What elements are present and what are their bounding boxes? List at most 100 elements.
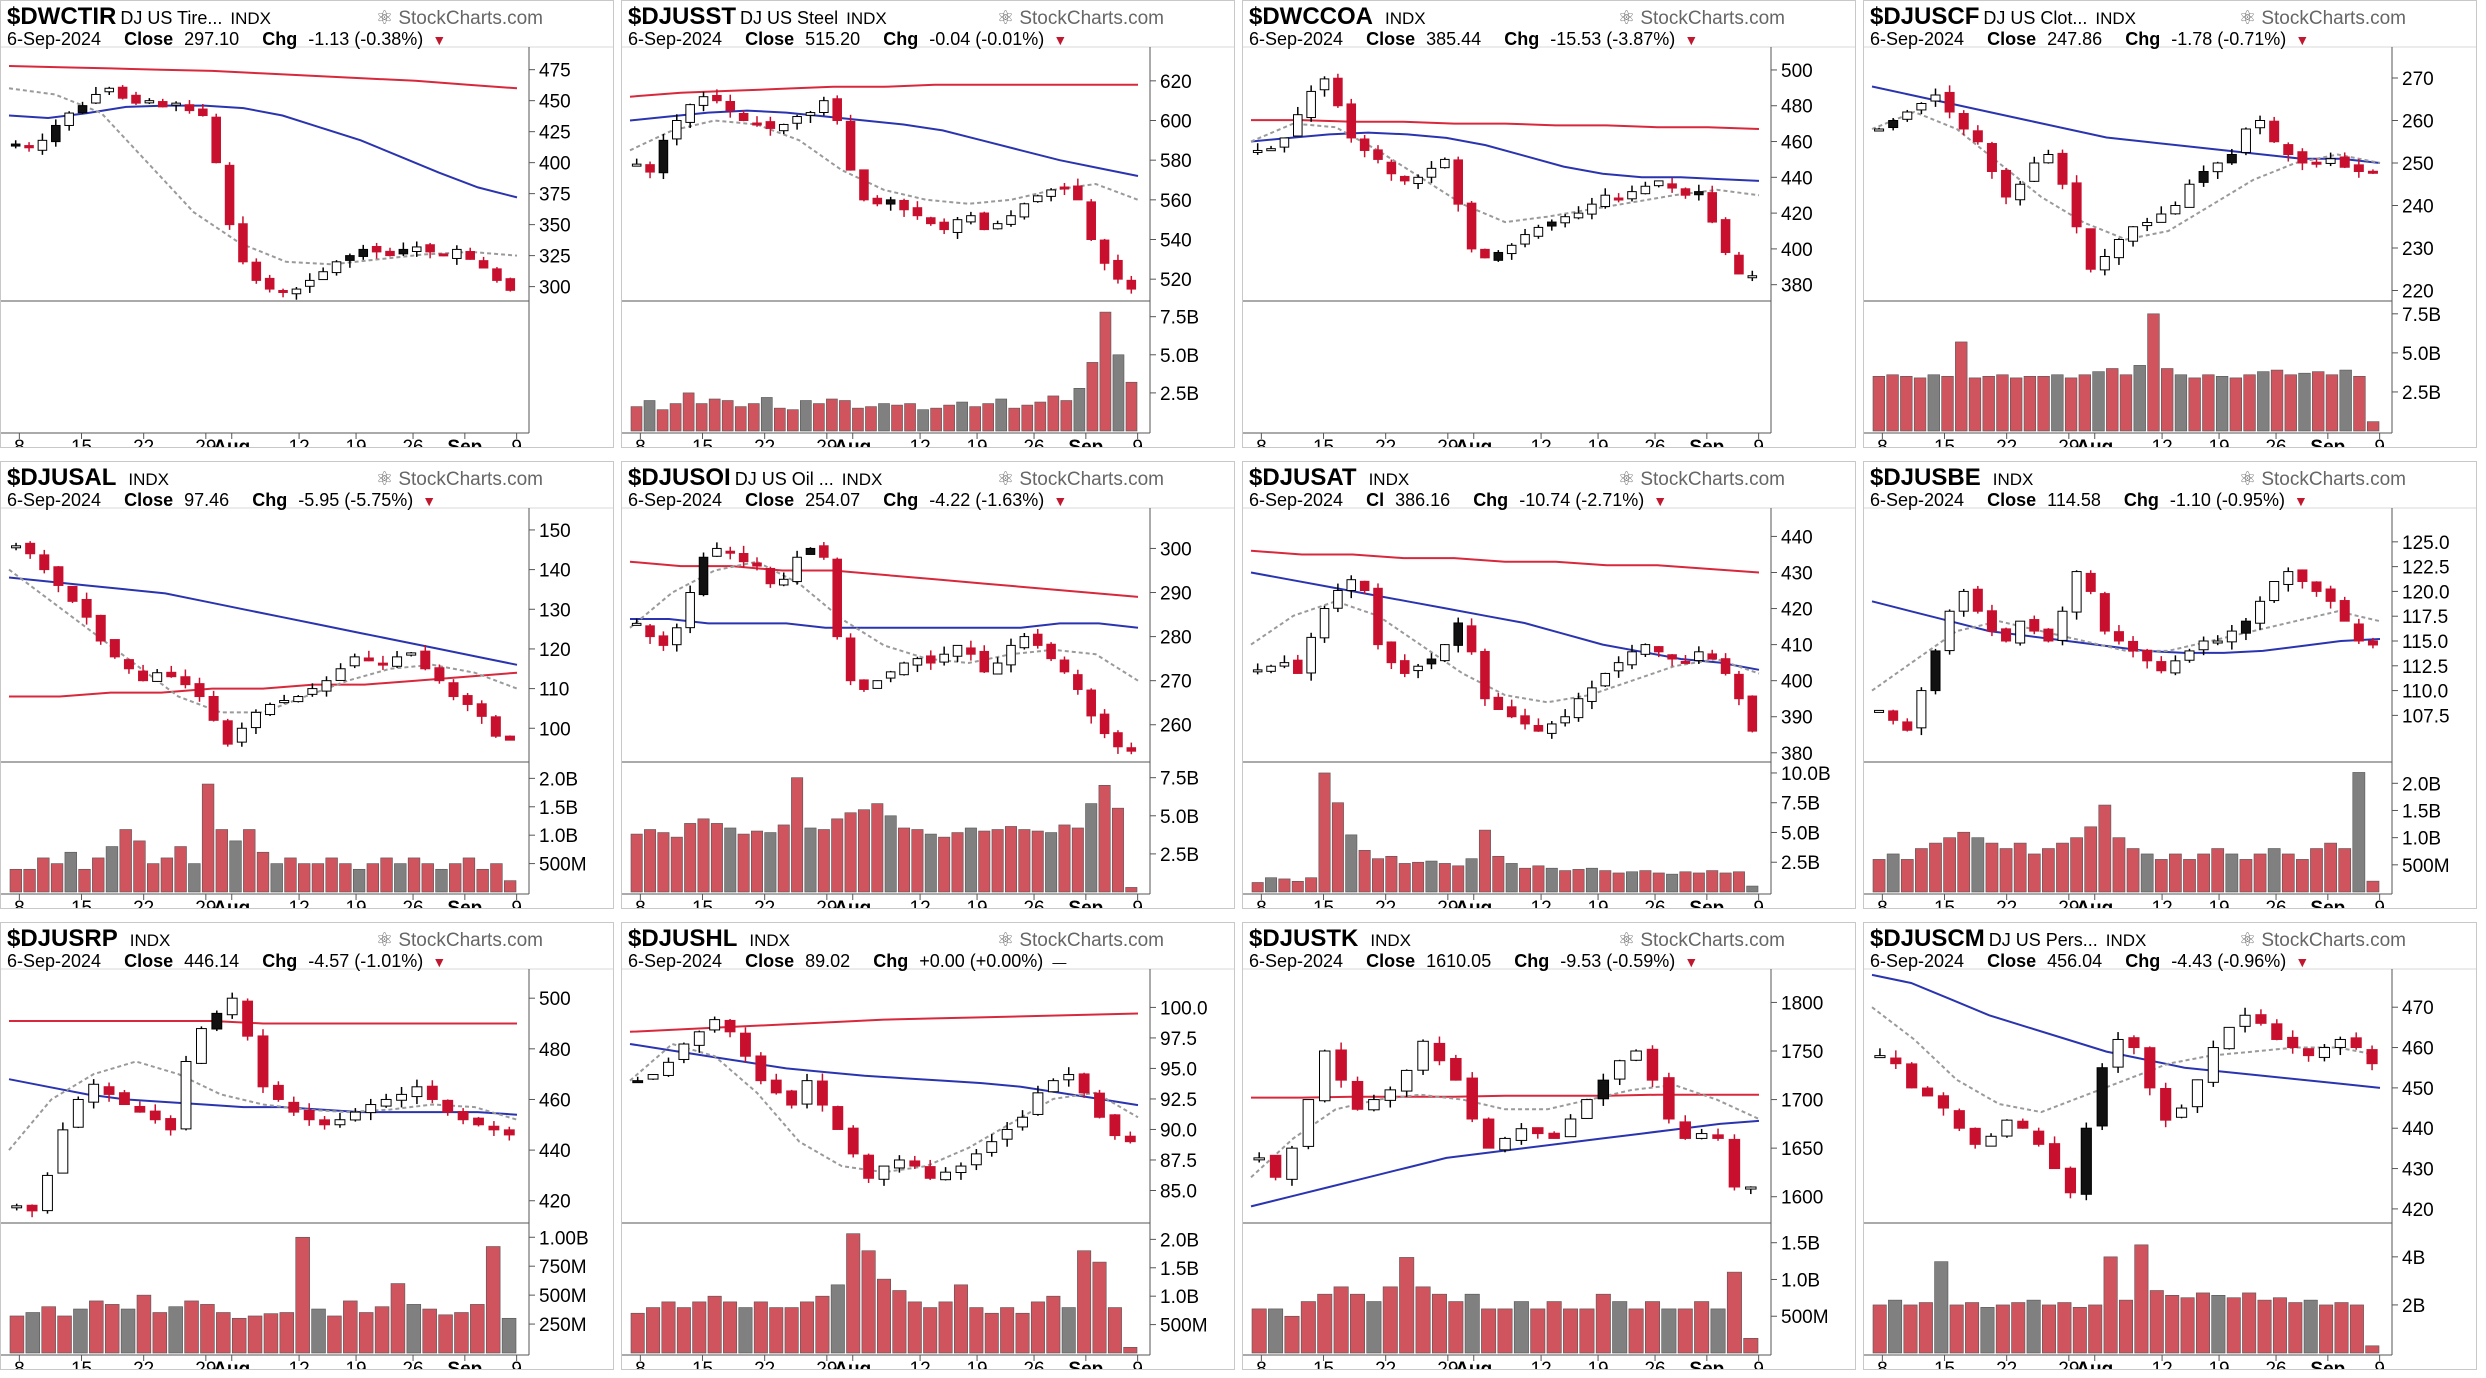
candle-body xyxy=(663,1061,674,1076)
symbol[interactable]: $DJUSHL xyxy=(628,925,738,952)
candle-body xyxy=(1346,579,1357,592)
index-name: DJ US Clot... xyxy=(1983,8,2088,28)
volume-bar xyxy=(956,401,968,432)
candle-body xyxy=(1279,137,1290,148)
candle-body xyxy=(631,622,642,626)
candle-body xyxy=(1667,183,1677,189)
y-tick-label: 380 xyxy=(1781,276,1813,297)
symbol[interactable]: $DJUSBE xyxy=(1870,464,1981,491)
candle-body xyxy=(1874,709,1885,713)
candle-body xyxy=(131,94,141,104)
volume-bar xyxy=(930,407,942,432)
candle-body xyxy=(2001,169,2012,198)
volume-bar xyxy=(2253,853,2267,893)
candle-body xyxy=(1099,713,1110,735)
volume-bar xyxy=(2057,1302,2072,1354)
candle-body xyxy=(2353,164,2364,172)
y-tick-label: 92.5 xyxy=(1160,1090,1197,1111)
source-label: StockCharts.com xyxy=(1019,930,1164,951)
candle-body xyxy=(940,1171,952,1181)
candle-body xyxy=(318,271,328,281)
volume-bar xyxy=(2296,859,2309,893)
volume-bar xyxy=(422,1308,437,1354)
candle-body xyxy=(1279,662,1290,667)
ma-50-line xyxy=(630,618,1139,629)
symbol[interactable]: $DWCTIR xyxy=(7,3,117,30)
volume-bar xyxy=(2267,848,2281,893)
x-tick-label: 9 xyxy=(1753,898,1764,908)
symbol[interactable]: $DWCCOA xyxy=(1249,3,1373,30)
candle-body xyxy=(1113,732,1123,748)
volume-bar xyxy=(2242,1292,2257,1354)
volume-bar xyxy=(831,818,844,893)
quote-row: 6-Sep-2024 Close 385.44 Chg -15.53 (-3.8… xyxy=(1249,29,1698,50)
candle-body xyxy=(57,1129,69,1174)
y-tick-label: 1700 xyxy=(1781,1091,1823,1112)
ma-50-line xyxy=(8,576,518,666)
x-tick-label: 15 xyxy=(1934,437,1955,447)
volume-bar xyxy=(1679,871,1692,893)
index-name: DJ US Oil ... xyxy=(734,469,834,489)
candle-body xyxy=(647,1074,659,1080)
symbol[interactable]: $DJUSST xyxy=(628,3,737,30)
symbol[interactable]: $DJUSRP xyxy=(7,925,118,952)
exchange: INDX xyxy=(230,9,271,28)
symbol[interactable]: $DJUSTK xyxy=(1249,925,1359,952)
candle-body xyxy=(672,627,682,646)
candle-body xyxy=(1417,1040,1429,1071)
candle-body xyxy=(1747,695,1758,732)
candle-body xyxy=(740,1032,751,1057)
volume-bar xyxy=(984,1312,999,1354)
candle-body xyxy=(1613,1060,1626,1080)
volume-bar xyxy=(1644,1301,1660,1354)
x-tick-label: Aug xyxy=(834,898,871,908)
volume-bar xyxy=(747,403,760,432)
symbol[interactable]: $DJUSCF xyxy=(1870,3,1980,30)
volume-bar xyxy=(501,1317,517,1354)
symbol[interactable]: $DJUSCM xyxy=(1870,925,1985,952)
volume-bar xyxy=(2009,377,2023,432)
volume-bar xyxy=(2195,1292,2210,1354)
volume-bar xyxy=(2027,853,2041,893)
volume-bar xyxy=(1886,374,1899,432)
volume-bar xyxy=(817,829,830,893)
chart-panel-djusbe: 125.0 122.5 120.0 117.5 115.0 112.5 110.0 107.5… xyxy=(1863,461,2477,909)
volume-bar xyxy=(1015,1312,1030,1354)
candle-body xyxy=(845,637,856,682)
volume-bar xyxy=(454,1312,469,1354)
close-label: Close xyxy=(124,490,174,510)
x-tick-label: 22 xyxy=(1375,1359,1396,1369)
candle-body xyxy=(1019,636,1030,649)
date: 6-Sep-2024 xyxy=(628,951,723,971)
candle-body xyxy=(1985,1135,1997,1147)
vol-tick-label: 1.00B xyxy=(539,1228,589,1249)
candle-body xyxy=(2057,610,2068,641)
volume-bar xyxy=(1372,858,1384,893)
close-value: 89.02 xyxy=(805,951,851,971)
x-tick-label: 12 xyxy=(1531,898,1552,908)
symbol[interactable]: $DJUSOI xyxy=(628,464,731,491)
chg-value: +0.00 (+0.00%) xyxy=(919,951,1044,971)
volume-bar xyxy=(1305,877,1318,893)
x-tick-label: 29 xyxy=(816,1359,837,1369)
candle-body xyxy=(2269,581,2280,602)
candle-body xyxy=(1720,219,1731,253)
vol-tick-label: 750M xyxy=(539,1257,587,1278)
symbol[interactable]: $DJUSAL xyxy=(7,464,117,491)
chart-header: $DWCTIR DJ US Tire... INDX ⚛︎ StockCharts.… xyxy=(7,3,607,49)
volume-bar xyxy=(877,1278,891,1354)
vol-tick-label: 500M xyxy=(539,855,587,876)
candle-body xyxy=(236,727,247,743)
candle-body xyxy=(1937,1095,1950,1109)
x-tick-label: 15 xyxy=(1934,898,1955,908)
candle-body xyxy=(2113,239,2124,259)
volume-bar xyxy=(1317,1293,1333,1354)
candle-body xyxy=(1306,636,1316,674)
volume-bar xyxy=(670,836,683,893)
candle-body xyxy=(752,122,762,126)
symbol[interactable]: $DJUSAT xyxy=(1249,464,1357,491)
x-tick-label: 9 xyxy=(1132,1359,1143,1369)
volume-bar xyxy=(2051,374,2064,432)
x-tick-label: Aug xyxy=(2076,437,2113,447)
